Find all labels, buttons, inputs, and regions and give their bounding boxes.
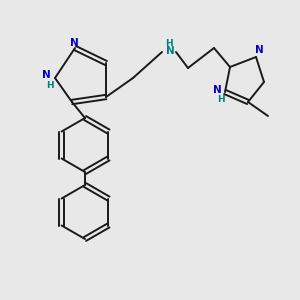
- Text: N: N: [213, 85, 221, 95]
- Text: N: N: [166, 46, 174, 56]
- Text: H: H: [46, 80, 54, 89]
- Text: N: N: [255, 45, 263, 55]
- Text: H: H: [165, 40, 173, 49]
- Text: N: N: [42, 70, 50, 80]
- Text: H: H: [217, 94, 225, 103]
- Text: N: N: [70, 38, 78, 48]
